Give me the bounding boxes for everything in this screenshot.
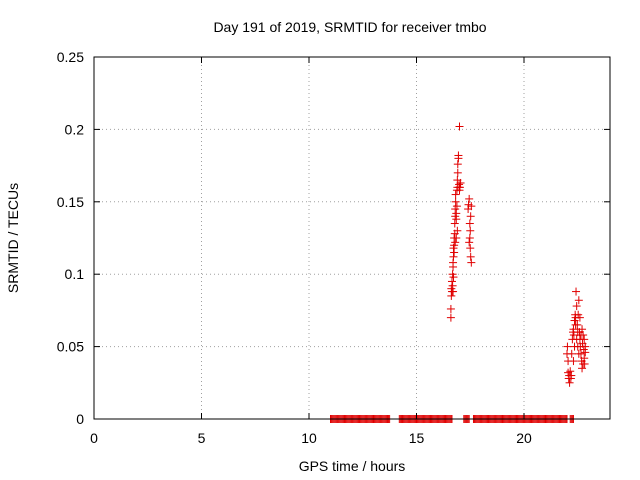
data-points-layer [446,122,590,387]
data-point [581,342,590,351]
data-point [451,190,460,199]
x-axis-title: GPS time / hours [299,458,406,474]
plot-frame [93,56,611,420]
data-point [452,234,461,242]
data-point [567,349,576,358]
data-point [576,331,585,340]
data-point [572,302,581,311]
data-point [465,238,474,247]
ticks-layer: 0 5 10 15 20 0 0.05 0.1 0.15 0.2 0.25 [57,49,610,446]
x-tick-label: 20 [516,430,532,446]
data-point [446,304,455,313]
data-point [574,296,583,305]
data-point [451,238,460,247]
data-point [449,252,458,261]
data-point [466,212,475,221]
y-tick-label: 0.25 [57,49,84,65]
data-point [566,367,575,376]
data-point [453,168,462,177]
data-point [455,122,464,131]
data-point [449,273,458,282]
data-point [572,287,581,296]
grid-layer [94,57,610,419]
data-point [456,178,465,187]
y-tick-label: 0.1 [65,266,85,282]
data-point [452,209,461,218]
data-point [571,320,580,329]
x-tick-label: 15 [409,430,425,446]
data-point [567,371,576,380]
data-point [454,151,463,160]
x-tick-label: 10 [301,430,317,446]
data-point [565,378,574,387]
data-point [578,325,587,334]
data-point [578,364,587,373]
data-point [451,197,460,206]
data-point [450,248,459,257]
y-tick-label: 0.15 [57,194,84,210]
x-tick-label: 0 [90,430,98,446]
data-point [467,202,476,211]
data-point [453,160,462,169]
data-point [453,226,462,235]
data-point [575,313,584,322]
x-tick-label: 5 [198,430,206,446]
data-point [447,291,456,300]
data-point [452,202,461,211]
y-tick-label: 0.05 [57,339,84,355]
data-point [466,244,475,253]
data-point [573,342,582,351]
data-point [563,342,572,351]
data-point [580,335,589,344]
data-point [574,349,583,358]
data-point [465,219,474,228]
data-point [449,287,458,296]
chart-title: Day 191 of 2019, SRMTID for receiver tmb… [213,19,486,35]
y-tick-label: 0 [76,411,84,427]
data-point [446,313,455,322]
data-point [466,226,475,235]
data-point [572,335,581,344]
data-point [450,219,459,228]
data-point [466,252,475,261]
data-point [465,194,474,203]
data-point [455,183,464,192]
y-axis-title: SRMTID / TECUs [5,183,21,293]
y-tick-label: 0.2 [65,121,85,137]
data-point [465,234,474,242]
data-point [467,258,476,267]
data-point [579,359,588,368]
data-point [569,357,578,366]
data-point [447,277,456,286]
